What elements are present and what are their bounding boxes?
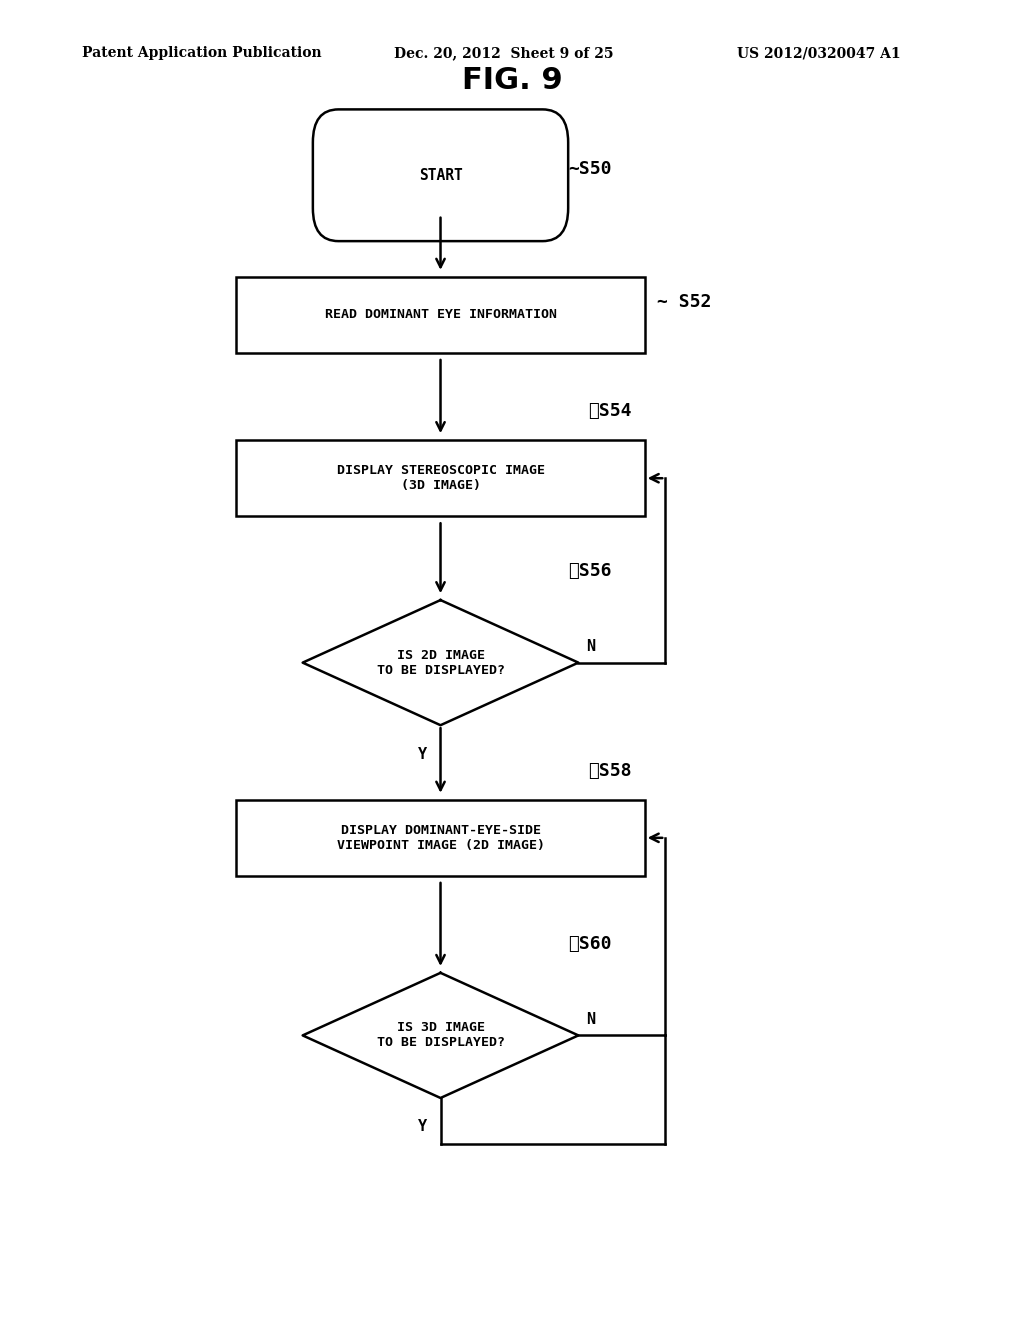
Text: Dec. 20, 2012  Sheet 9 of 25: Dec. 20, 2012 Sheet 9 of 25: [394, 46, 613, 61]
Text: IS 2D IMAGE
TO BE DISPLAYED?: IS 2D IMAGE TO BE DISPLAYED?: [377, 648, 505, 677]
Text: Y: Y: [418, 1119, 427, 1134]
Text: ~S50: ~S50: [568, 160, 611, 178]
Text: START: START: [419, 168, 463, 182]
Text: N: N: [587, 639, 596, 655]
Bar: [237, 440, 645, 516]
Text: ⁀S60: ⁀S60: [568, 935, 611, 953]
Text: DISPLAY DOMINANT-EYE-SIDE
VIEWPOINT IMAGE (2D IMAGE): DISPLAY DOMINANT-EYE-SIDE VIEWPOINT IMAG…: [337, 824, 545, 851]
Text: US 2012/0320047 A1: US 2012/0320047 A1: [737, 46, 901, 61]
Text: READ DOMINANT EYE INFORMATION: READ DOMINANT EYE INFORMATION: [325, 309, 556, 321]
Text: ⁀S58: ⁀S58: [589, 762, 632, 780]
FancyBboxPatch shape: [313, 110, 568, 242]
Text: Patent Application Publication: Patent Application Publication: [82, 46, 322, 61]
Text: ⁀S56: ⁀S56: [568, 562, 611, 579]
Text: N: N: [587, 1012, 596, 1027]
Text: FIG. 9: FIG. 9: [462, 66, 562, 95]
Text: ~ S52: ~ S52: [657, 293, 712, 310]
Text: ⁀S54: ⁀S54: [589, 403, 632, 420]
Text: DISPLAY STEREOSCOPIC IMAGE
(3D IMAGE): DISPLAY STEREOSCOPIC IMAGE (3D IMAGE): [337, 465, 545, 492]
Text: Y: Y: [418, 747, 427, 762]
Text: IS 3D IMAGE
TO BE DISPLAYED?: IS 3D IMAGE TO BE DISPLAYED?: [377, 1022, 505, 1049]
Bar: [237, 277, 645, 352]
Bar: [237, 800, 645, 876]
Polygon shape: [303, 601, 579, 725]
Polygon shape: [303, 973, 579, 1098]
